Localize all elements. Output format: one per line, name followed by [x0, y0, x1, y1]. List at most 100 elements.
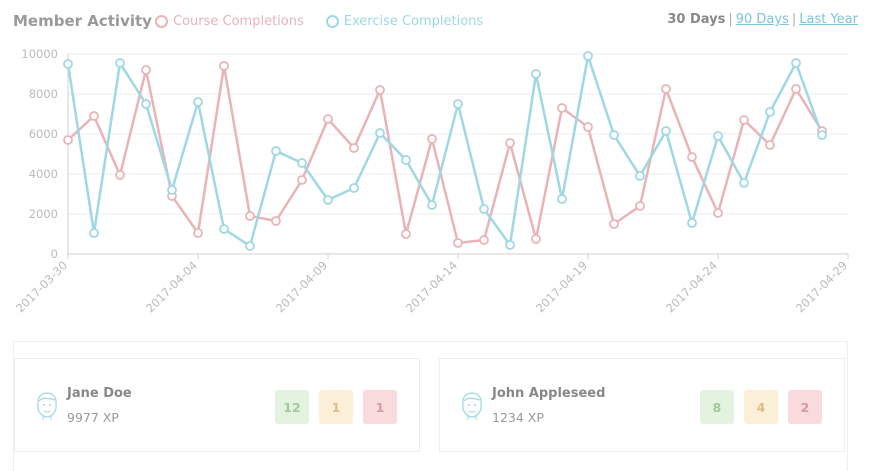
data-point-exercise: [167, 185, 177, 195]
data-point-exercise: [765, 107, 775, 117]
data-point-course: [505, 138, 515, 148]
data-point-exercise: [115, 58, 125, 68]
badge-red: 2: [788, 390, 822, 424]
legend-swatch-exercise: [325, 15, 339, 28]
data-point-exercise: [219, 224, 229, 234]
data-point-course: [219, 61, 229, 71]
legend-label-course: Course Completions: [173, 14, 304, 29]
activity-line-chart: 0 2000 4000 6000 8000 10000 2017-03-30 2017-04-…: [13, 47, 850, 315]
legend-label-exercise: Exercise Completions: [343, 14, 484, 29]
badge-yellow: 4: [744, 390, 778, 424]
data-point-exercise: [89, 228, 99, 238]
data-point-course: [739, 115, 749, 125]
badge-green: 8: [700, 390, 734, 424]
data-point-course: [635, 201, 645, 211]
data-point-exercise: [687, 218, 697, 228]
member-xp: 9977 XP: [67, 410, 119, 425]
data-point-exercise: [271, 146, 281, 156]
data-point-course: [791, 84, 801, 94]
data-point-course: [245, 211, 255, 221]
range-separator: |: [728, 12, 733, 27]
data-point-course: [531, 234, 541, 244]
x-tick-label: 2017-04-24: [663, 258, 720, 315]
y-tick-label: 4000: [29, 167, 58, 181]
data-point-course: [427, 134, 437, 144]
data-point-exercise: [453, 99, 463, 109]
data-point-course: [375, 85, 385, 95]
data-point-course: [115, 170, 125, 180]
x-tick-label: 2017-03-30: [13, 258, 70, 315]
chart-legend: Course Completions Exercise Completions: [155, 14, 483, 29]
data-point-exercise: [479, 204, 489, 214]
y-tick-label: 10000: [21, 47, 58, 61]
y-tick-label: 0: [51, 247, 58, 261]
data-point-course: [583, 122, 593, 132]
data-point-exercise: [817, 130, 827, 140]
data-point-exercise: [375, 128, 385, 138]
data-point-exercise: [323, 195, 333, 205]
data-point-course: [89, 111, 99, 121]
data-point-exercise: [297, 158, 307, 168]
data-point-course: [193, 228, 203, 238]
data-point-course: [271, 216, 281, 226]
data-point-exercise: [505, 240, 515, 250]
x-tick-label: 2017-04-04: [143, 258, 200, 315]
y-tick-label: 6000: [29, 127, 58, 141]
data-point-course: [765, 140, 775, 150]
member-xp: 1234 XP: [492, 410, 544, 425]
range-90-days[interactable]: 90 Days: [735, 12, 789, 27]
data-point-exercise: [245, 241, 255, 251]
data-point-course: [609, 219, 619, 229]
data-point-course: [453, 238, 463, 248]
data-point-exercise: [557, 194, 567, 204]
data-point-exercise: [63, 59, 73, 69]
avatar-icon: [37, 392, 57, 420]
member-name: Jane Doe: [67, 386, 132, 401]
x-tick-label: 2017-04-29: [793, 258, 850, 315]
data-point-exercise: [713, 131, 723, 141]
y-tick-label: 8000: [29, 87, 58, 101]
data-point-exercise: [349, 183, 359, 193]
data-point-exercise: [635, 171, 645, 181]
avatar-icon: [462, 392, 482, 420]
range-30-days[interactable]: 30 Days: [667, 12, 726, 27]
data-point-exercise: [661, 126, 671, 136]
data-point-course: [557, 103, 567, 113]
data-point-course: [297, 175, 307, 185]
member-card[interactable]: Jane Doe 9977 XP 12 1 1: [14, 358, 420, 452]
data-point-exercise: [583, 51, 593, 61]
range-selector: 30 Days | 90 Days | Last Year: [667, 12, 858, 27]
data-point-course: [141, 65, 151, 75]
badge-yellow: 1: [319, 390, 353, 424]
data-point-exercise: [193, 97, 203, 107]
series-line-exercise: [66, 54, 824, 248]
member-card[interactable]: John Appleseed 1234 XP 8 4 2: [439, 358, 845, 452]
member-cards: Jane Doe 9977 XP 12 1 1 John Appleseed 1…: [13, 341, 848, 471]
data-point-exercise: [427, 200, 437, 210]
legend-swatch-course: [155, 15, 168, 28]
member-badges: 8 4 2: [700, 390, 822, 424]
legend-item-course[interactable]: Course Completions: [155, 14, 304, 29]
range-last-year[interactable]: Last Year: [799, 12, 858, 27]
chart-title: Member Activity: [13, 12, 152, 30]
data-point-course: [687, 152, 697, 162]
legend-item-exercise[interactable]: Exercise Completions: [325, 14, 484, 29]
badge-green: 12: [275, 390, 309, 424]
x-tick-label: 2017-04-09: [273, 258, 330, 315]
data-point-course: [323, 114, 333, 124]
data-point-course: [349, 143, 359, 153]
badge-red: 1: [363, 390, 397, 424]
data-point-exercise: [141, 99, 151, 109]
member-name: John Appleseed: [492, 386, 606, 401]
data-point-exercise: [401, 155, 411, 165]
y-tick-label: 2000: [29, 207, 58, 221]
data-point-exercise: [531, 69, 541, 79]
data-point-exercise: [739, 178, 749, 188]
series-line-course: [67, 64, 824, 245]
data-point-course: [713, 208, 723, 218]
data-point-course: [401, 229, 411, 239]
x-tick-label: 2017-04-19: [533, 258, 590, 315]
data-point-course: [479, 235, 489, 245]
data-point-course: [661, 84, 671, 94]
data-point-exercise: [609, 130, 619, 140]
